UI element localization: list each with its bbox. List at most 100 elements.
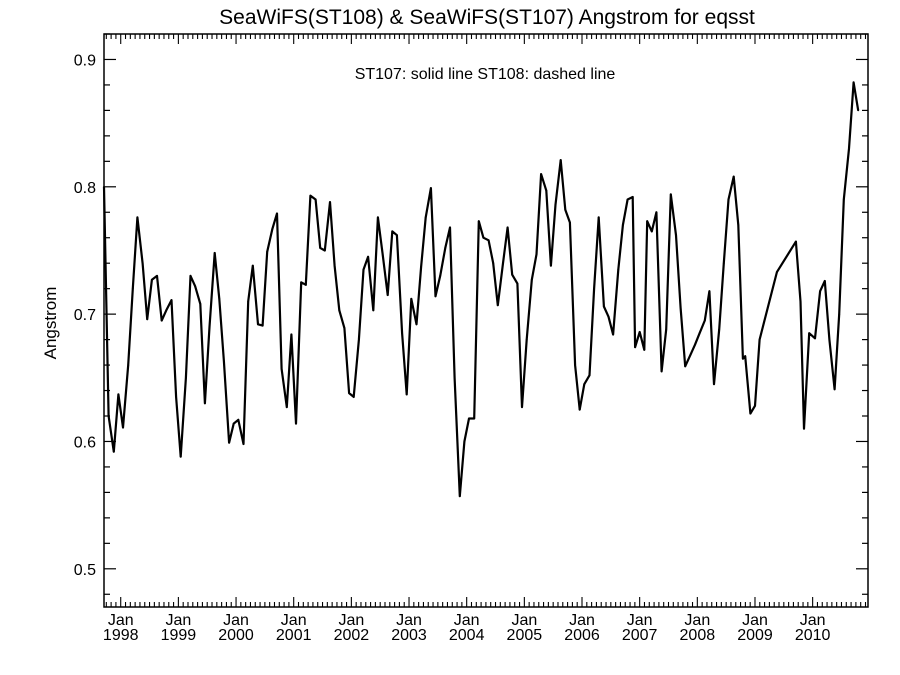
data-point: [803, 427, 805, 430]
data-point: [410, 298, 413, 300]
data-point: [165, 309, 168, 312]
data-point: [833, 388, 836, 391]
data-point: [189, 275, 192, 277]
data-point: [160, 319, 163, 322]
data-point: [290, 333, 293, 336]
data-point: [603, 305, 605, 308]
data-point: [175, 396, 178, 398]
data-point: [204, 402, 206, 405]
data-point: [170, 299, 173, 301]
data-point: [420, 266, 422, 268]
data-point: [156, 275, 158, 277]
data-point: [742, 357, 744, 360]
data-point: [194, 285, 197, 287]
data-point: [744, 355, 747, 358]
data-point: [430, 187, 432, 190]
y-axis-label: Angstrom: [41, 287, 60, 360]
data-point: [574, 364, 576, 366]
data-point: [247, 300, 250, 303]
data-point: [295, 422, 297, 425]
data-point: [237, 418, 240, 421]
data-point: [266, 250, 269, 253]
data-point: [732, 175, 735, 178]
x-tick-month-label: Jan: [627, 612, 653, 629]
x-tick-year-label: 2001: [276, 627, 312, 644]
data-point: [521, 406, 523, 408]
data-point: [698, 332, 701, 335]
data-point: [492, 262, 495, 265]
data-point: [199, 303, 202, 305]
data-point: [112, 450, 115, 453]
data-point: [377, 216, 379, 219]
data-point: [304, 283, 307, 286]
data-point: [597, 216, 600, 219]
data-point: [261, 324, 264, 327]
x-tick-month-label: Jan: [108, 612, 134, 629]
series-line-st107: [102, 81, 860, 498]
x-tick-month-label: Jan: [338, 612, 364, 629]
data-point: [814, 337, 816, 340]
x-tick-year-label: 2008: [680, 627, 716, 644]
data-point: [684, 365, 687, 368]
data-point: [358, 338, 360, 341]
data-point: [540, 173, 542, 176]
data-point: [852, 81, 855, 84]
data-point: [348, 392, 350, 394]
x-tick-year-label: 2000: [218, 627, 254, 644]
x-tick-year-label: 2007: [622, 627, 658, 644]
data-point: [842, 198, 845, 201]
data-point: [749, 412, 752, 415]
x-tick-year-label: 2004: [449, 627, 485, 644]
y-tick-label: 0.5: [74, 562, 96, 579]
data-point: [638, 331, 641, 333]
data-point: [496, 304, 499, 307]
data-point: [372, 309, 375, 312]
data-point: [559, 159, 562, 162]
data-point: [737, 224, 740, 226]
data-point: [396, 234, 398, 237]
data-point: [179, 455, 182, 458]
x-tick-year-label: 2003: [391, 627, 427, 644]
data-point: [453, 376, 456, 379]
data-point: [646, 220, 649, 223]
x-tick-year-label: 1999: [161, 627, 197, 644]
data-point: [232, 422, 235, 425]
x-tick-year-label: 2005: [507, 627, 543, 644]
data-point: [689, 354, 692, 356]
data-point: [838, 313, 841, 315]
data-point: [352, 396, 355, 398]
y-tick-label: 0.8: [74, 180, 96, 197]
data-point: [117, 393, 120, 396]
x-tick-year-label: 2002: [334, 627, 370, 644]
data-point: [146, 318, 149, 321]
chart-title: SeaWiFS(ST108) & SeaWiFS(ST107) Angstrom…: [219, 6, 755, 29]
data-point: [530, 278, 533, 281]
y-tick-label: 0.6: [74, 434, 96, 451]
data-point: [703, 319, 706, 322]
data-point: [857, 109, 860, 112]
data-point: [607, 315, 610, 318]
data-point: [626, 198, 629, 201]
data-point: [631, 196, 634, 198]
data-point: [848, 147, 850, 150]
data-point: [463, 440, 466, 443]
data-point: [525, 338, 528, 341]
data-point: [506, 226, 509, 229]
data-point: [776, 271, 778, 273]
data-point: [650, 230, 653, 233]
data-point: [208, 326, 211, 328]
data-point: [136, 216, 139, 219]
data-point: [578, 408, 581, 411]
data-point: [569, 221, 571, 224]
data-point: [338, 309, 341, 312]
data-point: [103, 185, 105, 188]
x-tick-month-label: Jan: [569, 612, 595, 629]
data-point: [795, 240, 797, 243]
data-point: [516, 282, 519, 285]
data-point: [487, 239, 490, 242]
data-point: [141, 262, 144, 265]
data-point: [622, 224, 624, 226]
data-point: [545, 189, 548, 192]
data-point: [468, 417, 470, 420]
data-point: [444, 247, 447, 249]
